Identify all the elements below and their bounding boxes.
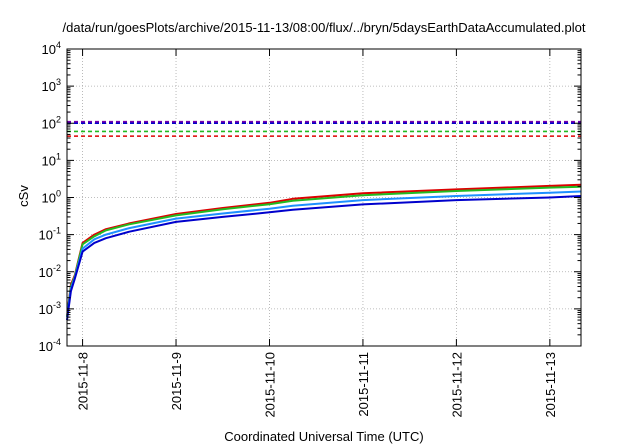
- y-tick-label: 10-4: [39, 337, 61, 354]
- y-tick-label: 10-1: [39, 226, 61, 243]
- series-line: [66, 185, 582, 318]
- y-tick-label: 104: [42, 40, 61, 57]
- y-tick-label: 10-3: [39, 300, 61, 317]
- y-tick-label: 100: [42, 189, 61, 206]
- x-tick-label: 2015-11-9: [169, 352, 184, 410]
- series-lines: [66, 183, 582, 321]
- series-line: [66, 195, 582, 321]
- y-tick-label: 103: [42, 77, 61, 94]
- series-line: [66, 190, 582, 318]
- x-axis-ticks: 2015-11-8 2015-11-9 2015-11-10 2015-11-11 20…: [76, 49, 558, 418]
- threshold-lines: [67, 120, 581, 137]
- x-tick-label: 2015-11-12: [449, 352, 464, 418]
- chart-title: /data/run/goesPlots/archive/2015-11-13/0…: [63, 20, 586, 35]
- y-tick-label: 10-2: [39, 263, 61, 280]
- series-line: [66, 183, 582, 318]
- y-tick-label: 101: [42, 151, 61, 168]
- x-axis-label: Coordinated Universal Time (UTC): [224, 429, 423, 444]
- x-tick-label: 2015-11-11: [356, 352, 371, 417]
- x-tick-label: 2015-11-10: [262, 352, 277, 418]
- x-tick-label: 2015-11-13: [543, 352, 558, 418]
- y-tick-label: 102: [42, 114, 61, 131]
- x-tick-label: 2015-11-8: [76, 352, 91, 410]
- y-axis-label: cSv: [16, 185, 31, 207]
